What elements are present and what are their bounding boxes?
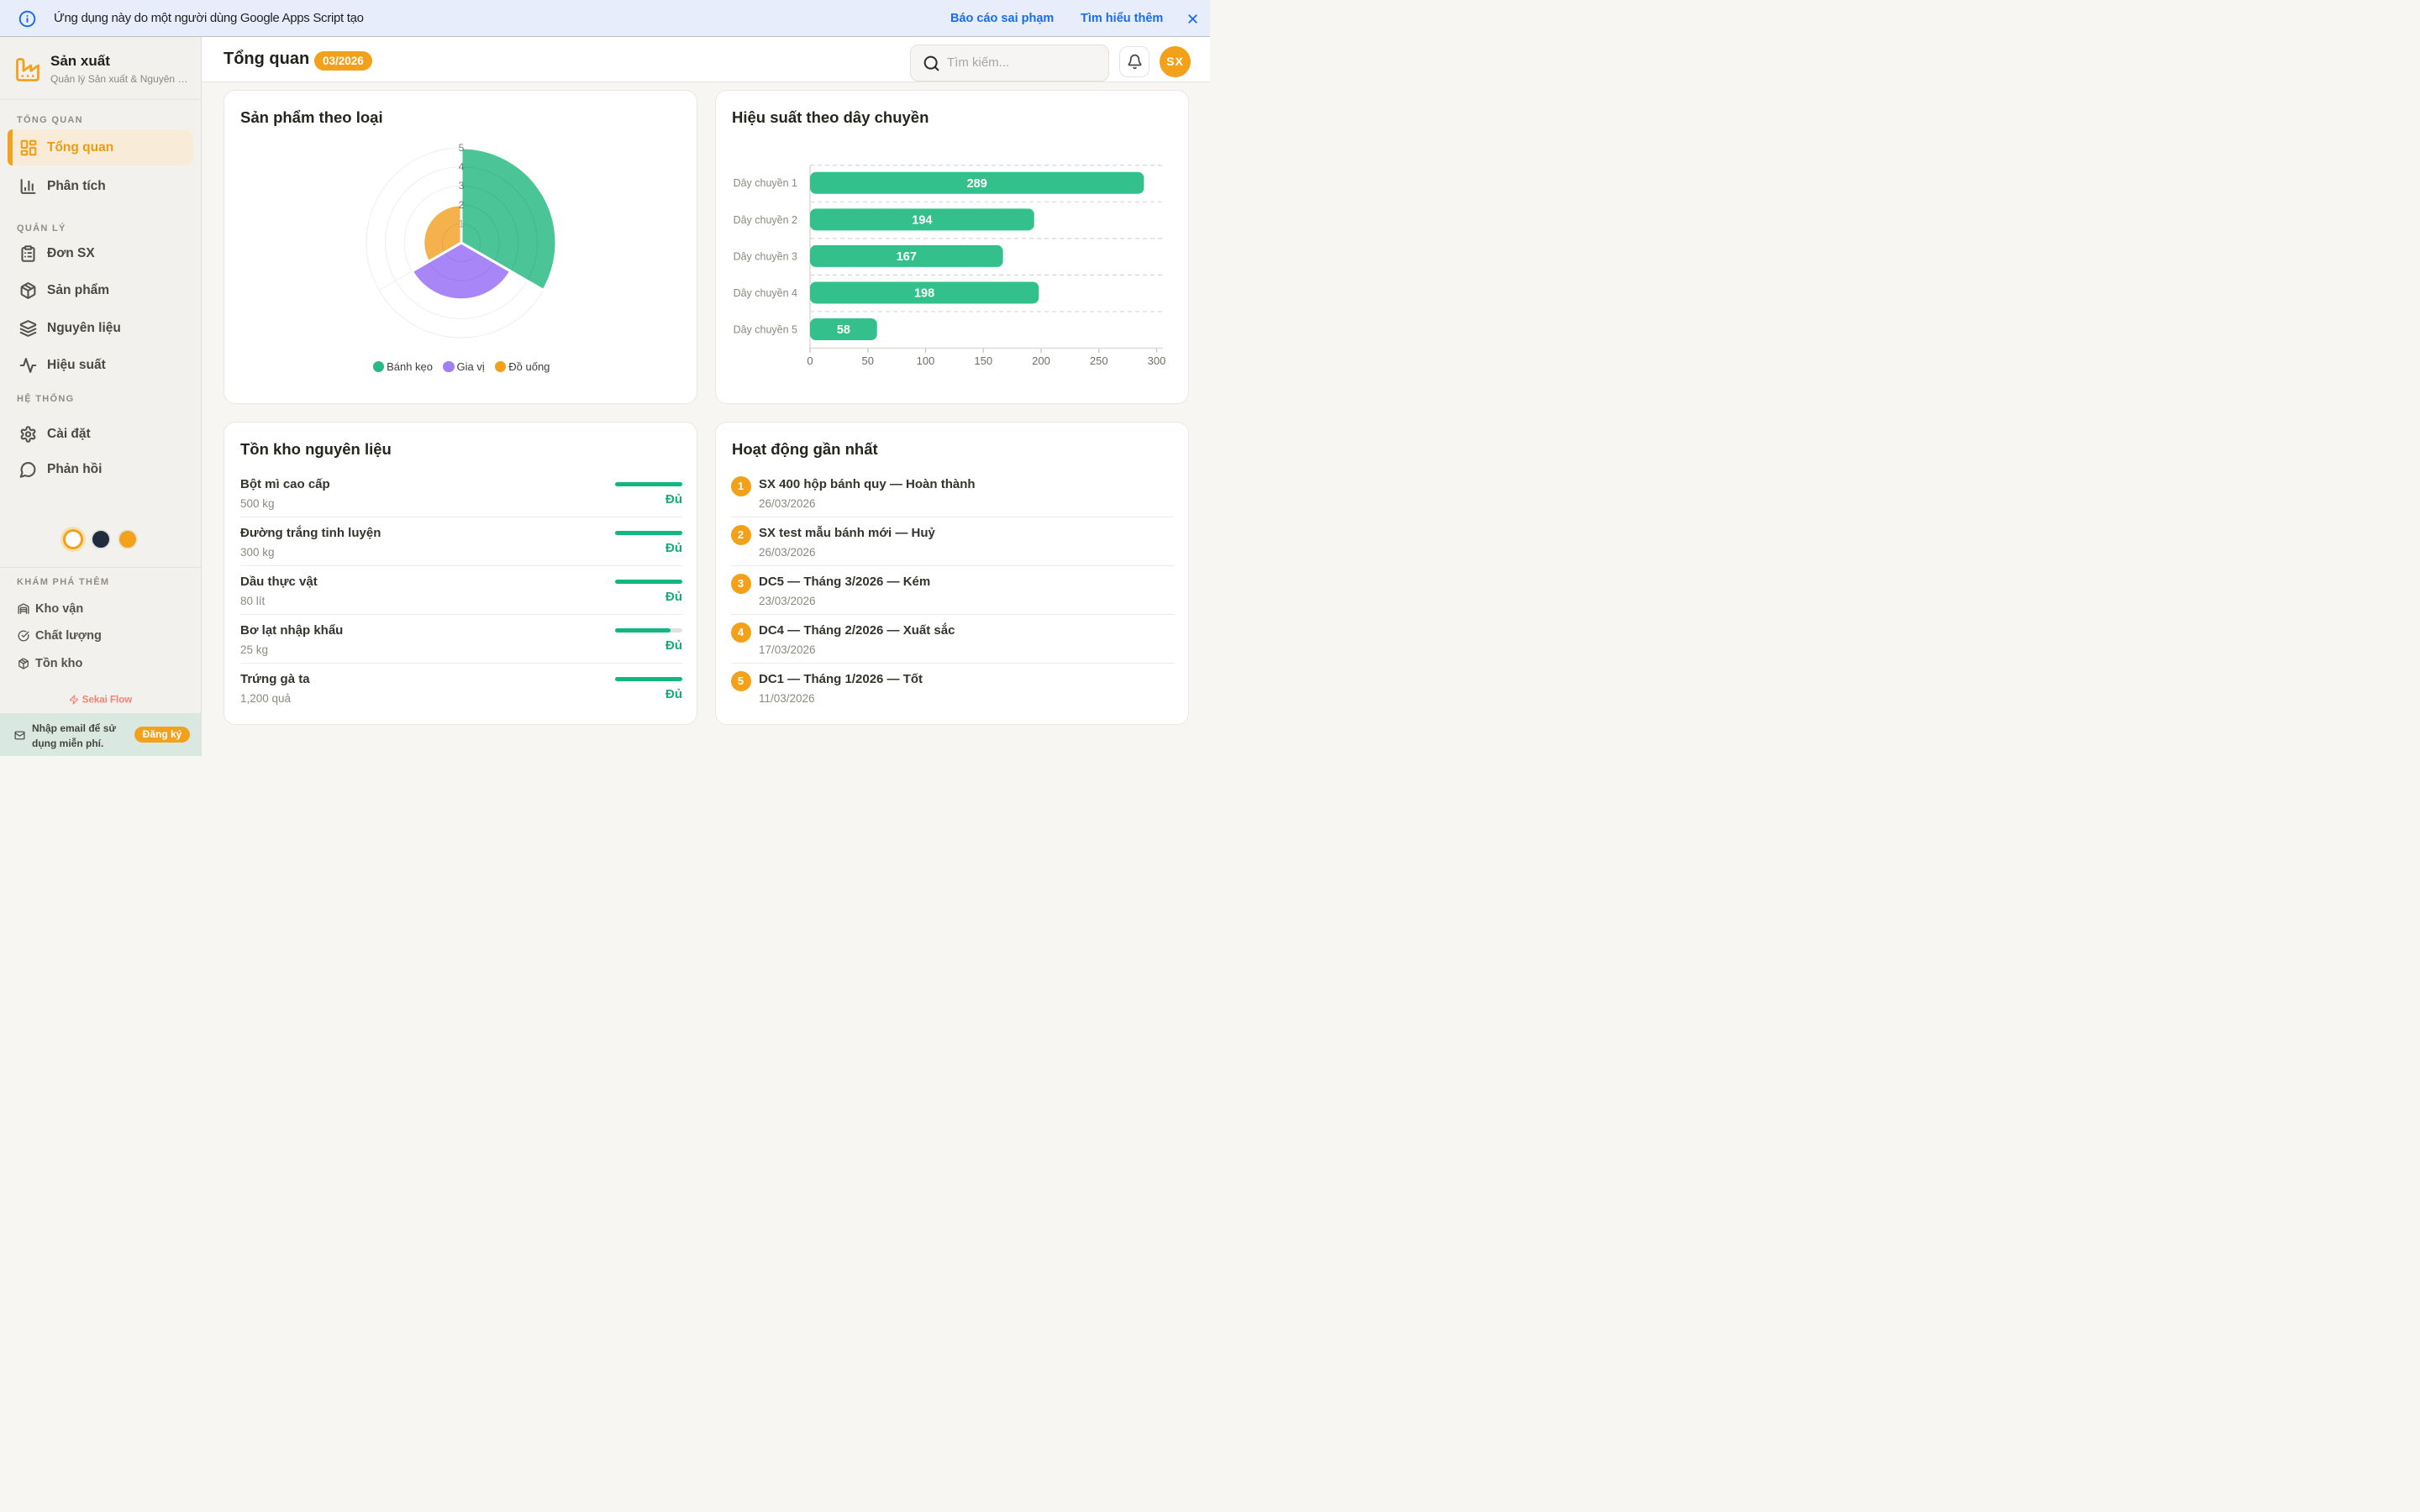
svg-text:289: 289	[967, 177, 987, 191]
svg-text:Dây chuyền 1: Dây chuyền 1	[734, 177, 797, 189]
svg-text:300: 300	[1148, 354, 1166, 367]
svg-text:50: 50	[862, 354, 874, 367]
svg-text:Dây chuyền 4: Dây chuyền 4	[734, 287, 797, 299]
svg-text:1: 1	[459, 218, 465, 229]
svg-text:100: 100	[917, 354, 935, 367]
svg-text:4: 4	[459, 161, 465, 173]
svg-text:Dây chuyền 5: Dây chuyền 5	[734, 323, 797, 335]
svg-text:3: 3	[459, 180, 465, 192]
svg-text:167: 167	[897, 250, 917, 264]
svg-text:194: 194	[912, 214, 932, 228]
svg-text:Dây chuyền 3: Dây chuyền 3	[734, 250, 797, 262]
svg-text:200: 200	[1032, 354, 1050, 367]
svg-text:250: 250	[1090, 354, 1108, 367]
svg-text:5: 5	[459, 142, 465, 154]
svg-text:58: 58	[837, 323, 850, 337]
svg-text:2: 2	[459, 199, 465, 211]
svg-text:198: 198	[914, 287, 934, 301]
svg-text:Dây chuyền 2: Dây chuyền 2	[734, 214, 797, 226]
svg-text:0: 0	[807, 354, 813, 367]
svg-text:150: 150	[974, 354, 992, 367]
